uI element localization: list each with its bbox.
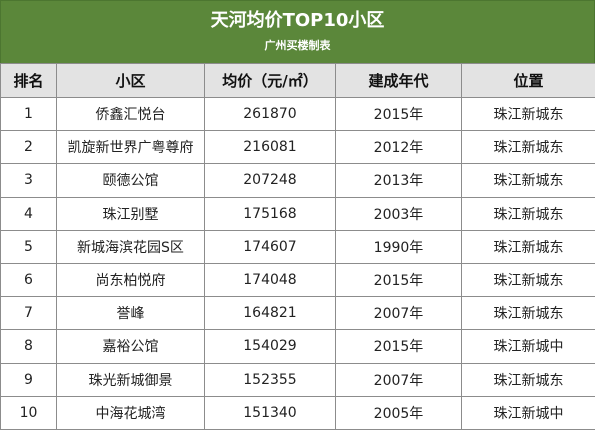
rank-cell: 7 [1,297,57,330]
price-cell: 216081 [205,131,336,164]
community-cell: 尚东柏悦府 [57,263,205,296]
location-cell: 珠江新城东 [462,131,595,164]
year-cell: 2015年 [336,263,462,296]
table-title: 天河均价TOP10小区 [1,1,594,32]
price-cell: 261870 [205,98,336,131]
community-cell: 嘉裕公馆 [57,330,205,363]
year-cell: 2005年 [336,396,462,429]
community-cell: 新城海滨花园S区 [57,230,205,263]
column-header-community: 小区 [57,64,205,98]
community-cell: 中海花城湾 [57,396,205,429]
location-cell: 珠江新城东 [462,297,595,330]
rank-cell: 5 [1,230,57,263]
price-cell: 164821 [205,297,336,330]
price-cell: 151340 [205,396,336,429]
table-header-banner: 天河均价TOP10小区 广州买楼制表 [0,0,595,63]
column-header-built-year: 建成年代 [336,64,462,98]
column-header-row: 排名 小区 均价（元/㎡） 建成年代 位置 [1,64,595,98]
year-cell: 2013年 [336,164,462,197]
table-subtitle: 广州买楼制表 [1,32,594,54]
location-cell: 珠江新城东 [462,197,595,230]
year-cell: 2012年 [336,131,462,164]
table-row: 2 凯旋新世界广粤尊府 216081 2012年 珠江新城东 [1,131,595,164]
table-row: 4 珠江别墅 175168 2003年 珠江新城东 [1,197,595,230]
year-cell: 2007年 [336,363,462,396]
price-cell: 207248 [205,164,336,197]
rank-cell: 9 [1,363,57,396]
table-row: 3 颐德公馆 207248 2013年 珠江新城东 [1,164,595,197]
rank-cell: 2 [1,131,57,164]
location-cell: 珠江新城中 [462,396,595,429]
price-cell: 175168 [205,197,336,230]
column-header-rank: 排名 [1,64,57,98]
rank-cell: 6 [1,263,57,296]
community-cell: 凯旋新世界广粤尊府 [57,131,205,164]
table-row: 8 嘉裕公馆 154029 2015年 珠江新城中 [1,330,595,363]
column-header-avg-price: 均价（元/㎡） [205,64,336,98]
location-cell: 珠江新城东 [462,263,595,296]
year-cell: 2003年 [336,197,462,230]
location-cell: 珠江新城东 [462,164,595,197]
price-cell: 174607 [205,230,336,263]
price-cell: 174048 [205,263,336,296]
community-cell: 誉峰 [57,297,205,330]
rank-cell: 3 [1,164,57,197]
location-cell: 珠江新城中 [462,330,595,363]
price-cell: 154029 [205,330,336,363]
community-cell: 颐德公馆 [57,164,205,197]
year-cell: 1990年 [336,230,462,263]
table-row: 5 新城海滨花园S区 174607 1990年 珠江新城东 [1,230,595,263]
table-row: 9 珠光新城御景 152355 2007年 珠江新城东 [1,363,595,396]
location-cell: 珠江新城东 [462,98,595,131]
year-cell: 2007年 [336,297,462,330]
community-cell: 珠光新城御景 [57,363,205,396]
year-cell: 2015年 [336,98,462,131]
ranking-table: 排名 小区 均价（元/㎡） 建成年代 位置 1 侨鑫汇悦台 261870 201… [0,63,595,430]
location-cell: 珠江新城东 [462,363,595,396]
price-cell: 152355 [205,363,336,396]
table-row: 7 誉峰 164821 2007年 珠江新城东 [1,297,595,330]
table-row: 1 侨鑫汇悦台 261870 2015年 珠江新城东 [1,98,595,131]
community-cell: 侨鑫汇悦台 [57,98,205,131]
table-row: 6 尚东柏悦府 174048 2015年 珠江新城东 [1,263,595,296]
column-header-location: 位置 [462,64,595,98]
location-cell: 珠江新城东 [462,230,595,263]
rank-cell: 4 [1,197,57,230]
table-row: 10 中海花城湾 151340 2005年 珠江新城中 [1,396,595,429]
year-cell: 2015年 [336,330,462,363]
rank-cell: 1 [1,98,57,131]
rank-cell: 8 [1,330,57,363]
community-cell: 珠江别墅 [57,197,205,230]
rank-cell: 10 [1,396,57,429]
